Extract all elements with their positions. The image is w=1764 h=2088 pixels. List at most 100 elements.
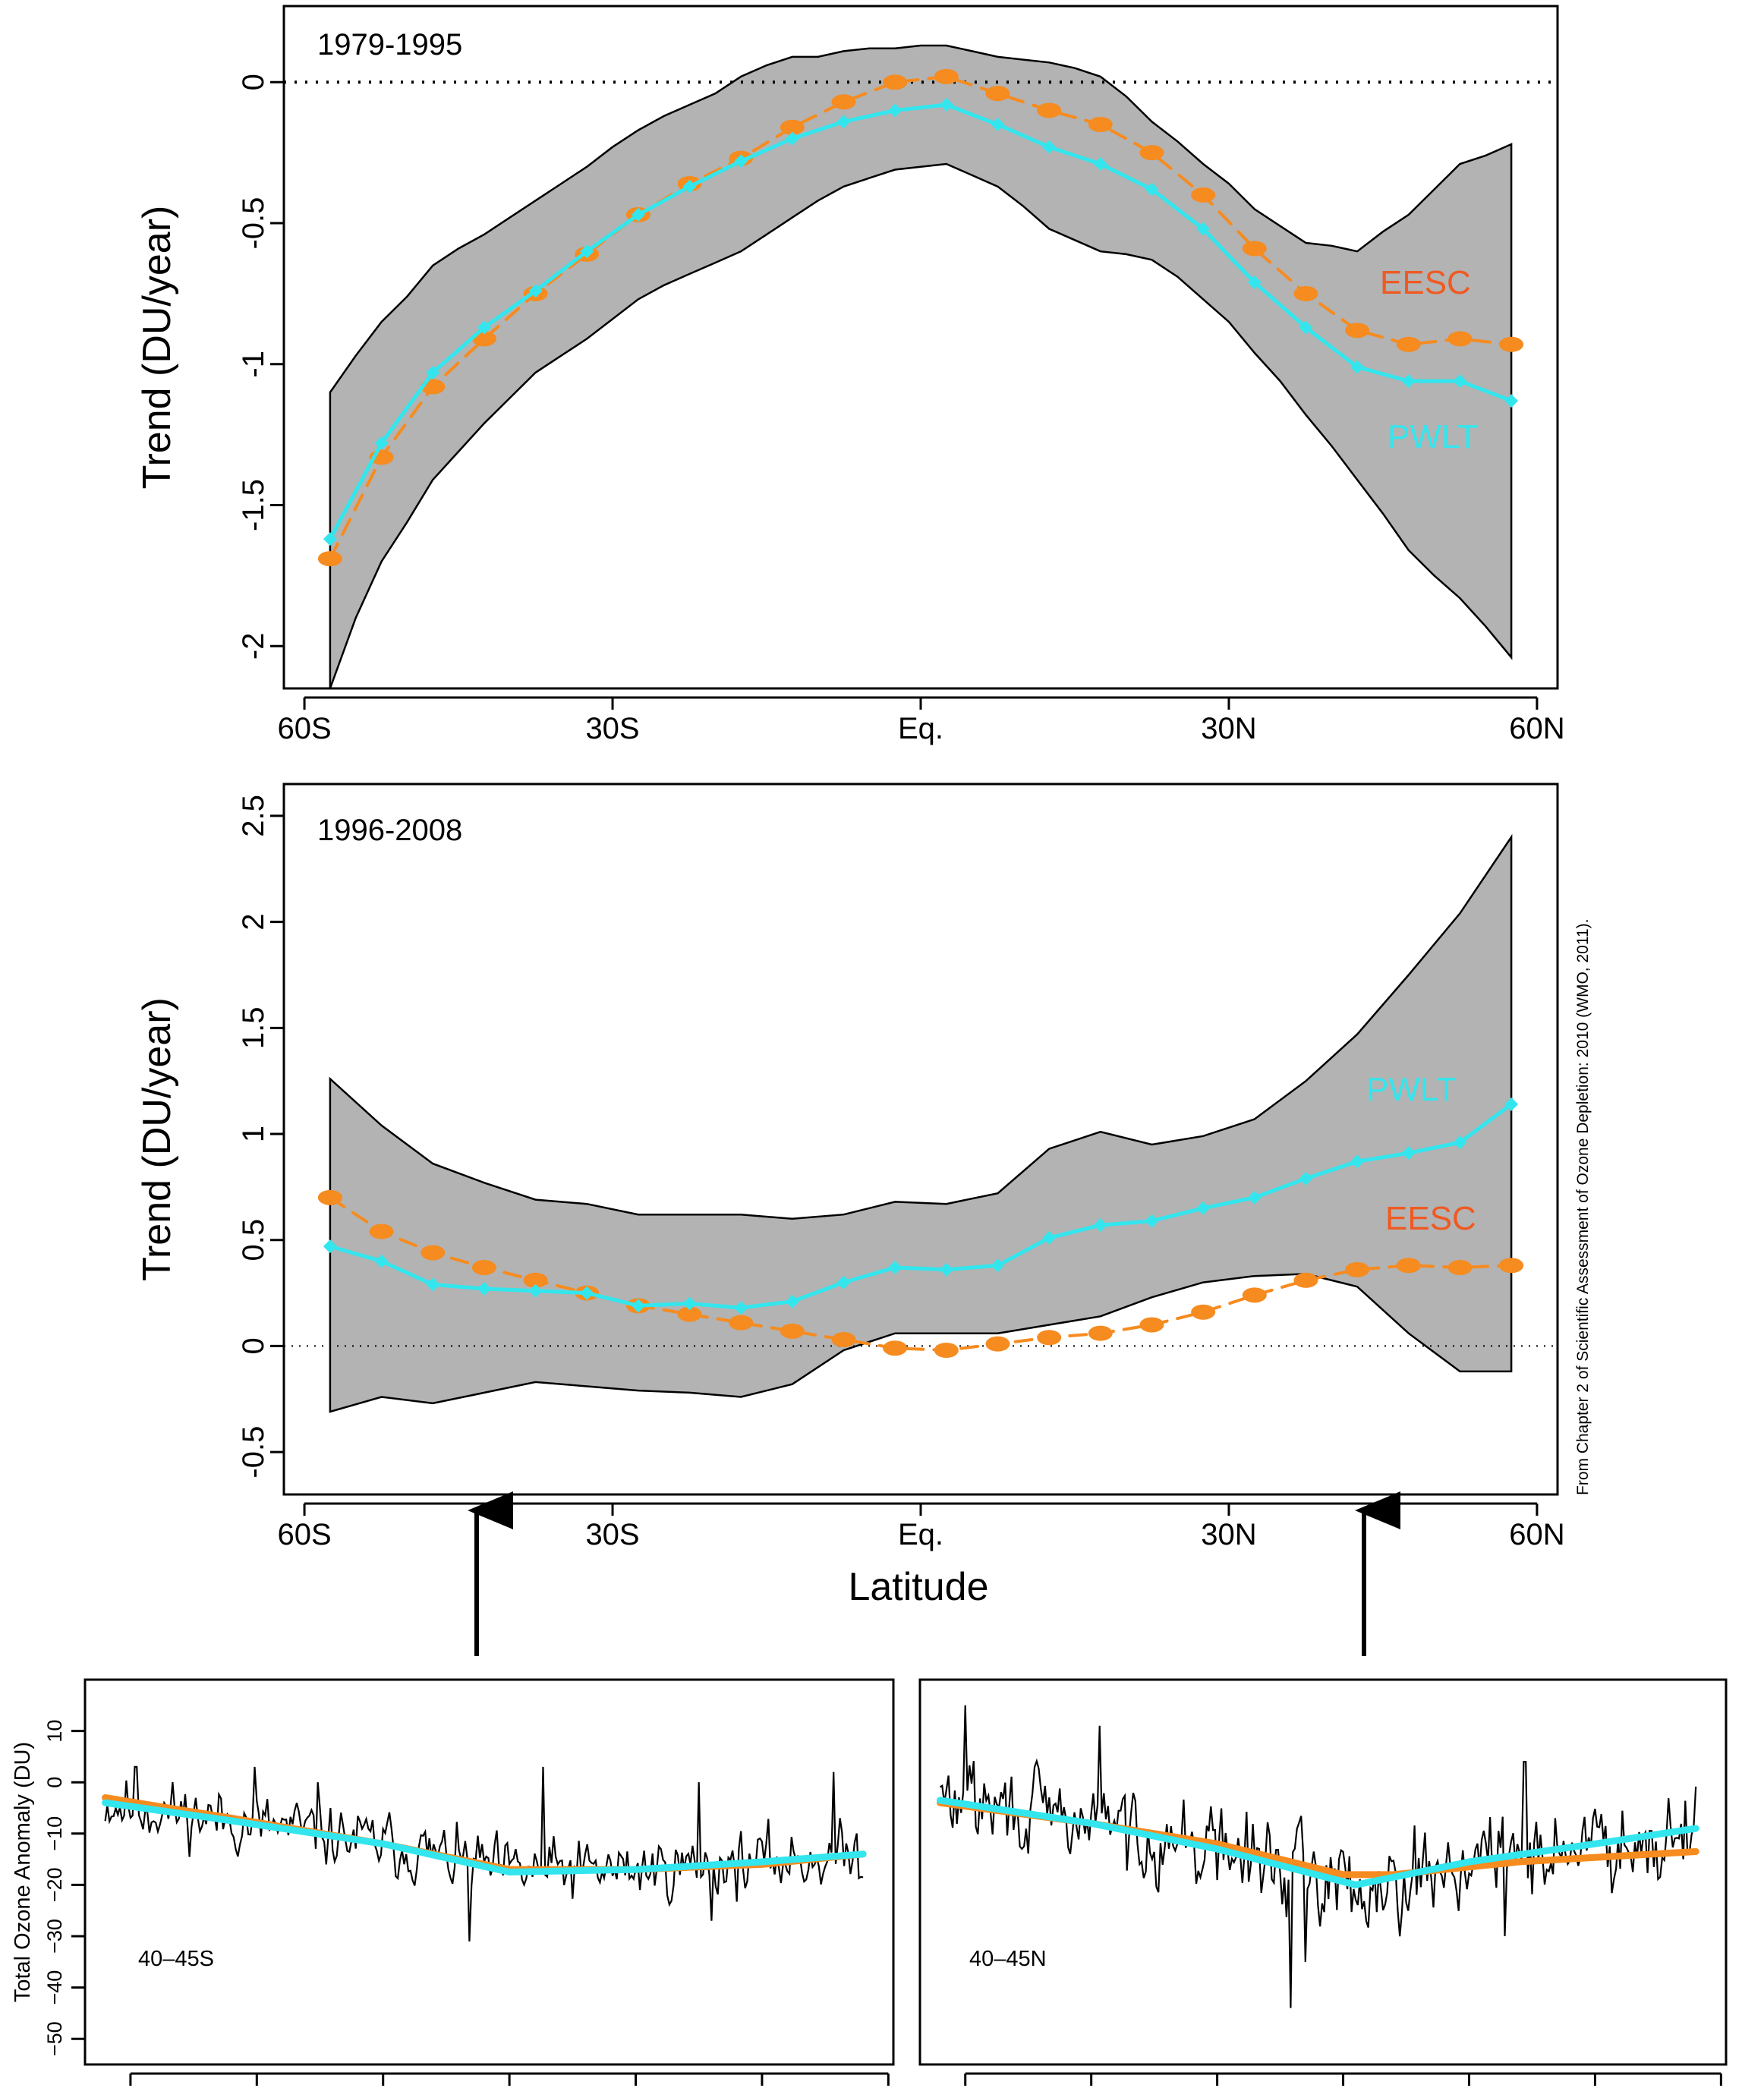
x-tick-label: 30N bbox=[1201, 712, 1256, 745]
eesc-point bbox=[1293, 1272, 1318, 1288]
y-tick-label: 0 bbox=[43, 1777, 66, 1788]
uncertainty-band bbox=[329, 833, 1513, 1413]
eesc-point bbox=[471, 1260, 496, 1276]
eesc-point bbox=[934, 68, 959, 84]
pwlt-point bbox=[1247, 1190, 1262, 1205]
pwlt-point bbox=[1299, 1171, 1313, 1186]
x-tick-label: 1985 bbox=[1069, 2087, 1114, 2088]
y-tick-label: 2 bbox=[237, 913, 270, 930]
y-axis-title: Trend (DU/year) bbox=[135, 997, 179, 1281]
pwlt-point bbox=[528, 1283, 543, 1298]
y-tick-label: 0.5 bbox=[237, 1219, 270, 1261]
pwlt-series-line bbox=[102, 1799, 867, 1875]
pwlt-point bbox=[528, 284, 543, 298]
eesc-point bbox=[780, 119, 805, 135]
pwlt-point bbox=[477, 320, 491, 335]
eesc-series-line bbox=[328, 74, 1514, 561]
plot-frame bbox=[83, 1678, 895, 2066]
pwlt-point bbox=[477, 1281, 491, 1296]
pwlt-point bbox=[631, 207, 645, 222]
panel-annotation: 40–45S bbox=[138, 1947, 214, 1971]
y-tick-label: -0.5 bbox=[237, 1426, 270, 1479]
eesc-point bbox=[1037, 1330, 1062, 1346]
pwlt-point bbox=[1401, 374, 1416, 389]
eesc-point bbox=[1447, 331, 1473, 347]
eesc-point bbox=[523, 1272, 548, 1288]
pwlt-series-label: PWLT bbox=[1388, 418, 1478, 455]
eesc-point bbox=[317, 1189, 342, 1205]
pwlt-point bbox=[323, 532, 337, 546]
pwlt-point bbox=[836, 115, 851, 129]
eesc-point bbox=[985, 86, 1010, 102]
pwlt-point bbox=[939, 98, 953, 112]
eesc-point bbox=[1499, 1258, 1524, 1274]
pwlt-point bbox=[1453, 1135, 1467, 1150]
x-tick-label: 60N bbox=[1509, 1518, 1564, 1551]
pwlt-series-line bbox=[328, 1102, 1514, 1310]
pwlt-point bbox=[1145, 182, 1159, 197]
pwlt-point bbox=[323, 1239, 337, 1254]
pwlt-point bbox=[1504, 1097, 1519, 1111]
x-tick-label: 1995 bbox=[487, 2087, 532, 2088]
x-tick-label: 2005 bbox=[739, 2087, 785, 2088]
pwlt-point bbox=[1042, 1230, 1057, 1245]
x-tick-label: Eq. bbox=[898, 1518, 943, 1551]
panel-annotation: 1979-1995 bbox=[317, 28, 462, 61]
y-tick-label: −50 bbox=[43, 2021, 66, 2056]
eesc-point bbox=[1396, 336, 1421, 352]
pwlt-point bbox=[682, 179, 697, 194]
y-tick-label: -1.5 bbox=[237, 479, 270, 531]
pwlt-point bbox=[631, 1299, 645, 1313]
plot-frame bbox=[282, 5, 1559, 690]
pwlt-point bbox=[888, 1261, 902, 1275]
pwlt-point bbox=[734, 1301, 748, 1315]
x-tick-label: 1995 bbox=[1321, 2087, 1366, 2088]
eesc-point bbox=[1088, 1325, 1113, 1341]
eesc-point bbox=[1242, 241, 1267, 257]
eesc-point bbox=[1191, 187, 1216, 203]
eesc-point bbox=[677, 1306, 702, 1322]
x-tick-label: 2000 bbox=[613, 2087, 658, 2088]
eesc-point bbox=[780, 1323, 805, 1339]
pwlt-series-label: PWLT bbox=[1366, 1071, 1457, 1108]
x-tick-label: 2005 bbox=[1572, 2087, 1618, 2088]
pwlt-point bbox=[1350, 360, 1365, 374]
pwlt-point bbox=[888, 103, 902, 118]
y-tick-label: -2 bbox=[237, 632, 270, 660]
pwlt-point bbox=[734, 154, 748, 168]
x-tick-label: 30N bbox=[1201, 1518, 1256, 1551]
pwlt-point bbox=[785, 131, 799, 146]
y-tick-label: −10 bbox=[43, 1816, 66, 1851]
pwlt-point bbox=[580, 244, 594, 259]
eesc-point bbox=[729, 1315, 754, 1331]
pwlt-point bbox=[1196, 1201, 1211, 1215]
y-tick-label: 1 bbox=[237, 1126, 270, 1142]
eesc-point bbox=[883, 74, 908, 90]
eesc-point bbox=[1088, 117, 1113, 133]
x-tick-label: 1985 bbox=[234, 2087, 279, 2088]
eesc-point bbox=[934, 1343, 959, 1359]
eesc-point bbox=[1242, 1287, 1267, 1303]
x-tick-label: 30S bbox=[585, 712, 639, 745]
eesc-point bbox=[1191, 1304, 1216, 1320]
trend-chart-1979-1995: 0 -0.5 -1 -1.5 -2 60S 30S Eq. 30N 60N Trend (DU/ye… bbox=[135, 5, 1565, 745]
pwlt-point bbox=[426, 1277, 440, 1292]
pwlt-point bbox=[374, 1254, 389, 1268]
latitude-axis-title: Latitude bbox=[848, 1565, 988, 1609]
y-axis-title: Total Ozone Anomaly (DU) bbox=[11, 1742, 35, 2002]
eesc-point bbox=[1499, 336, 1524, 352]
y-tick-label: -0.5 bbox=[237, 197, 270, 250]
y-tick-label: −30 bbox=[43, 1919, 66, 1954]
pwlt-point bbox=[1401, 1146, 1416, 1161]
y-axis-title: Trend (DU/year) bbox=[135, 206, 179, 490]
pwlt-point bbox=[374, 436, 389, 450]
y-tick-label: 0 bbox=[237, 74, 270, 90]
trend-chart-1996-2008: 2.5 2 1.5 1 0.5 0 -0.5 60S 30S Eq. 30N 60N Trend (DU… bbox=[135, 783, 1565, 1551]
pwlt-point bbox=[1453, 374, 1467, 389]
eesc-series-label: EESC bbox=[1380, 264, 1471, 301]
x-tick-label: 2000 bbox=[1446, 2087, 1492, 2088]
pwlt-point bbox=[1504, 394, 1519, 408]
eesc-point bbox=[317, 551, 342, 567]
x-tick-label: 60N bbox=[1509, 712, 1564, 745]
pwlt-point bbox=[939, 1262, 953, 1277]
